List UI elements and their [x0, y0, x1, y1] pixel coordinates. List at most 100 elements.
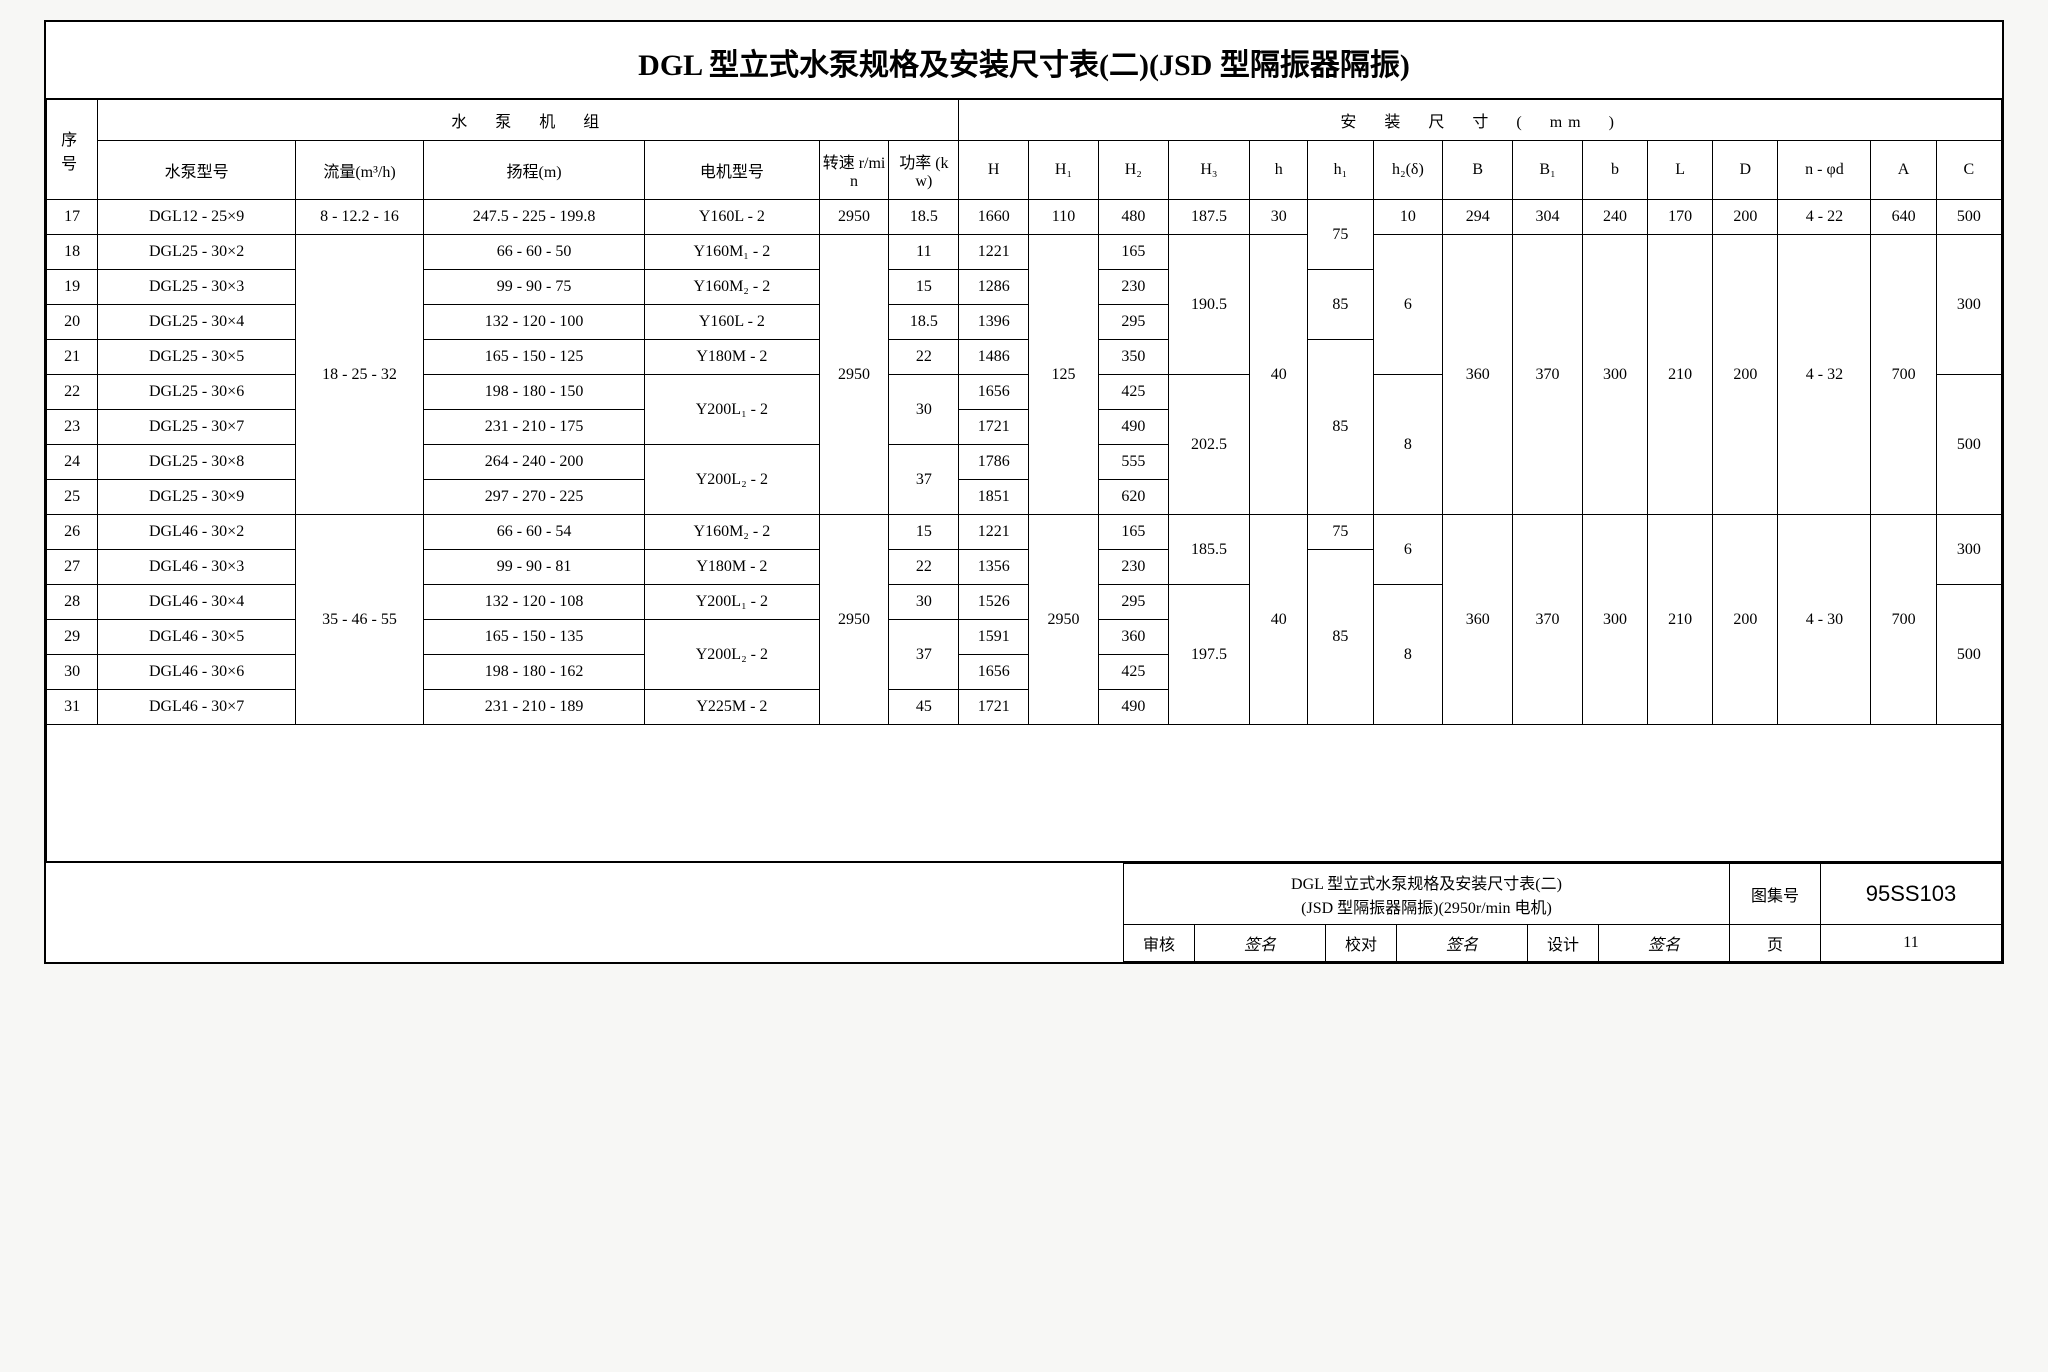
cell: 17 — [47, 200, 98, 235]
cell: 8 — [1373, 585, 1443, 725]
cell: 75 — [1308, 200, 1373, 270]
cell: 165 — [1098, 235, 1168, 270]
page: DGL 型立式水泵规格及安装尺寸表(二)(JSD 型隔振器隔振) — [44, 20, 2004, 964]
cell: 132 - 120 - 100 — [424, 305, 645, 340]
check-label: 校对 — [1326, 925, 1397, 962]
footer-table: DGL 型立式水泵规格及安装尺寸表(二) (JSD 型隔振器隔振)(2950r/… — [1123, 863, 2002, 962]
cell: 264 - 240 - 200 — [424, 445, 645, 480]
cell: 18 — [47, 235, 98, 270]
cell: 2950 — [819, 235, 889, 515]
cell: 40 — [1250, 235, 1308, 515]
col-H3: H₃ — [1168, 141, 1249, 200]
cell: 500 — [1936, 375, 2001, 515]
cell: 230 — [1098, 550, 1168, 585]
cell: 295 — [1098, 305, 1168, 340]
cell: 231 - 210 - 175 — [424, 410, 645, 445]
col-speed: 转速 r/min — [819, 141, 889, 200]
cell: 2950 — [819, 200, 889, 235]
cell: DGL46 - 30×3 — [98, 550, 296, 585]
cell: DGL25 - 30×3 — [98, 270, 296, 305]
cell: 555 — [1098, 445, 1168, 480]
col-B: B — [1443, 141, 1513, 200]
cell: 2950 — [1029, 515, 1099, 725]
cell: DGL46 - 30×7 — [98, 690, 296, 725]
cell: DGL46 - 30×4 — [98, 585, 296, 620]
cell: 11 — [889, 235, 959, 270]
cell: 25 — [47, 480, 98, 515]
cell: 37 — [889, 445, 959, 515]
cell: Y225M - 2 — [645, 690, 820, 725]
cell: DGL25 - 30×4 — [98, 305, 296, 340]
cell: 370 — [1513, 515, 1583, 725]
cell: 23 — [47, 410, 98, 445]
group-pump: 水 泵 机 组 — [98, 100, 959, 141]
cell: 45 — [889, 690, 959, 725]
cell: 425 — [1098, 375, 1168, 410]
cell: 2950 — [819, 515, 889, 725]
page-title: DGL 型立式水泵规格及安装尺寸表(二)(JSD 型隔振器隔振) — [46, 22, 2002, 99]
cell: 28 — [47, 585, 98, 620]
cell: 500 — [1936, 200, 2001, 235]
col-b: b — [1582, 141, 1647, 200]
cell: 300 — [1582, 515, 1647, 725]
cell: 75 — [1308, 515, 1373, 550]
cell: 19 — [47, 270, 98, 305]
table-row: 18 DGL25 - 30×2 18 - 25 - 32 66 - 60 - 5… — [47, 235, 2002, 270]
cell: DGL12 - 25×9 — [98, 200, 296, 235]
cell: 37 — [889, 620, 959, 690]
spacer — [47, 725, 2002, 862]
footer-desc1: DGL 型立式水泵规格及安装尺寸表(二) — [1134, 870, 1719, 894]
check-sig: 签名 — [1397, 925, 1528, 962]
cell: Y200L₁ - 2 — [645, 585, 820, 620]
table-row: 26 DGL46 - 30×2 35 - 46 - 55 66 - 60 - 5… — [47, 515, 2002, 550]
col-L: L — [1648, 141, 1713, 200]
table-row: 17 DGL12 - 25×9 8 - 12.2 - 16 247.5 - 22… — [47, 200, 2002, 235]
cell: 8 — [1373, 375, 1443, 515]
cell: DGL25 - 30×2 — [98, 235, 296, 270]
cell: 30 — [1250, 200, 1308, 235]
cell: 1851 — [959, 480, 1029, 515]
design-sig: 签名 — [1599, 925, 1730, 962]
cell: 1486 — [959, 340, 1029, 375]
col-D: D — [1713, 141, 1778, 200]
cell: 22 — [889, 550, 959, 585]
cell: 27 — [47, 550, 98, 585]
cell: DGL25 - 30×7 — [98, 410, 296, 445]
cell: 4 - 22 — [1778, 200, 1871, 235]
cell: 22 — [47, 375, 98, 410]
cell: DGL25 - 30×9 — [98, 480, 296, 515]
cell: 1286 — [959, 270, 1029, 305]
cell: 700 — [1871, 515, 1936, 725]
cell: 99 - 90 - 81 — [424, 550, 645, 585]
cell: 40 — [1250, 515, 1308, 725]
cell: 4 - 32 — [1778, 235, 1871, 515]
cell: 18 - 25 - 32 — [296, 235, 424, 515]
cell: Y180M - 2 — [645, 340, 820, 375]
col-head: 扬程(m) — [424, 141, 645, 200]
cell: 18.5 — [889, 305, 959, 340]
cell: 490 — [1098, 690, 1168, 725]
cell: 165 — [1098, 515, 1168, 550]
cell: 190.5 — [1168, 235, 1249, 375]
cell: 230 — [1098, 270, 1168, 305]
cell: 21 — [47, 340, 98, 375]
cell: 132 - 120 - 108 — [424, 585, 645, 620]
cell: 30 — [889, 375, 959, 445]
cell: 1721 — [959, 690, 1029, 725]
col-motor: 电机型号 — [645, 141, 820, 200]
col-B1: B₁ — [1513, 141, 1583, 200]
col-h: h — [1250, 141, 1308, 200]
cell: 30 — [889, 585, 959, 620]
cell: 85 — [1308, 550, 1373, 725]
cell: 1221 — [959, 515, 1029, 550]
cell: 15 — [889, 270, 959, 305]
cell: 360 — [1443, 235, 1513, 515]
cell: 24 — [47, 445, 98, 480]
cell: 300 — [1936, 235, 2001, 375]
col-model: 水泵型号 — [98, 141, 296, 200]
cell: 1221 — [959, 235, 1029, 270]
cell: 1786 — [959, 445, 1029, 480]
cell: 15 — [889, 515, 959, 550]
col-H: H — [959, 141, 1029, 200]
cell: DGL25 - 30×6 — [98, 375, 296, 410]
